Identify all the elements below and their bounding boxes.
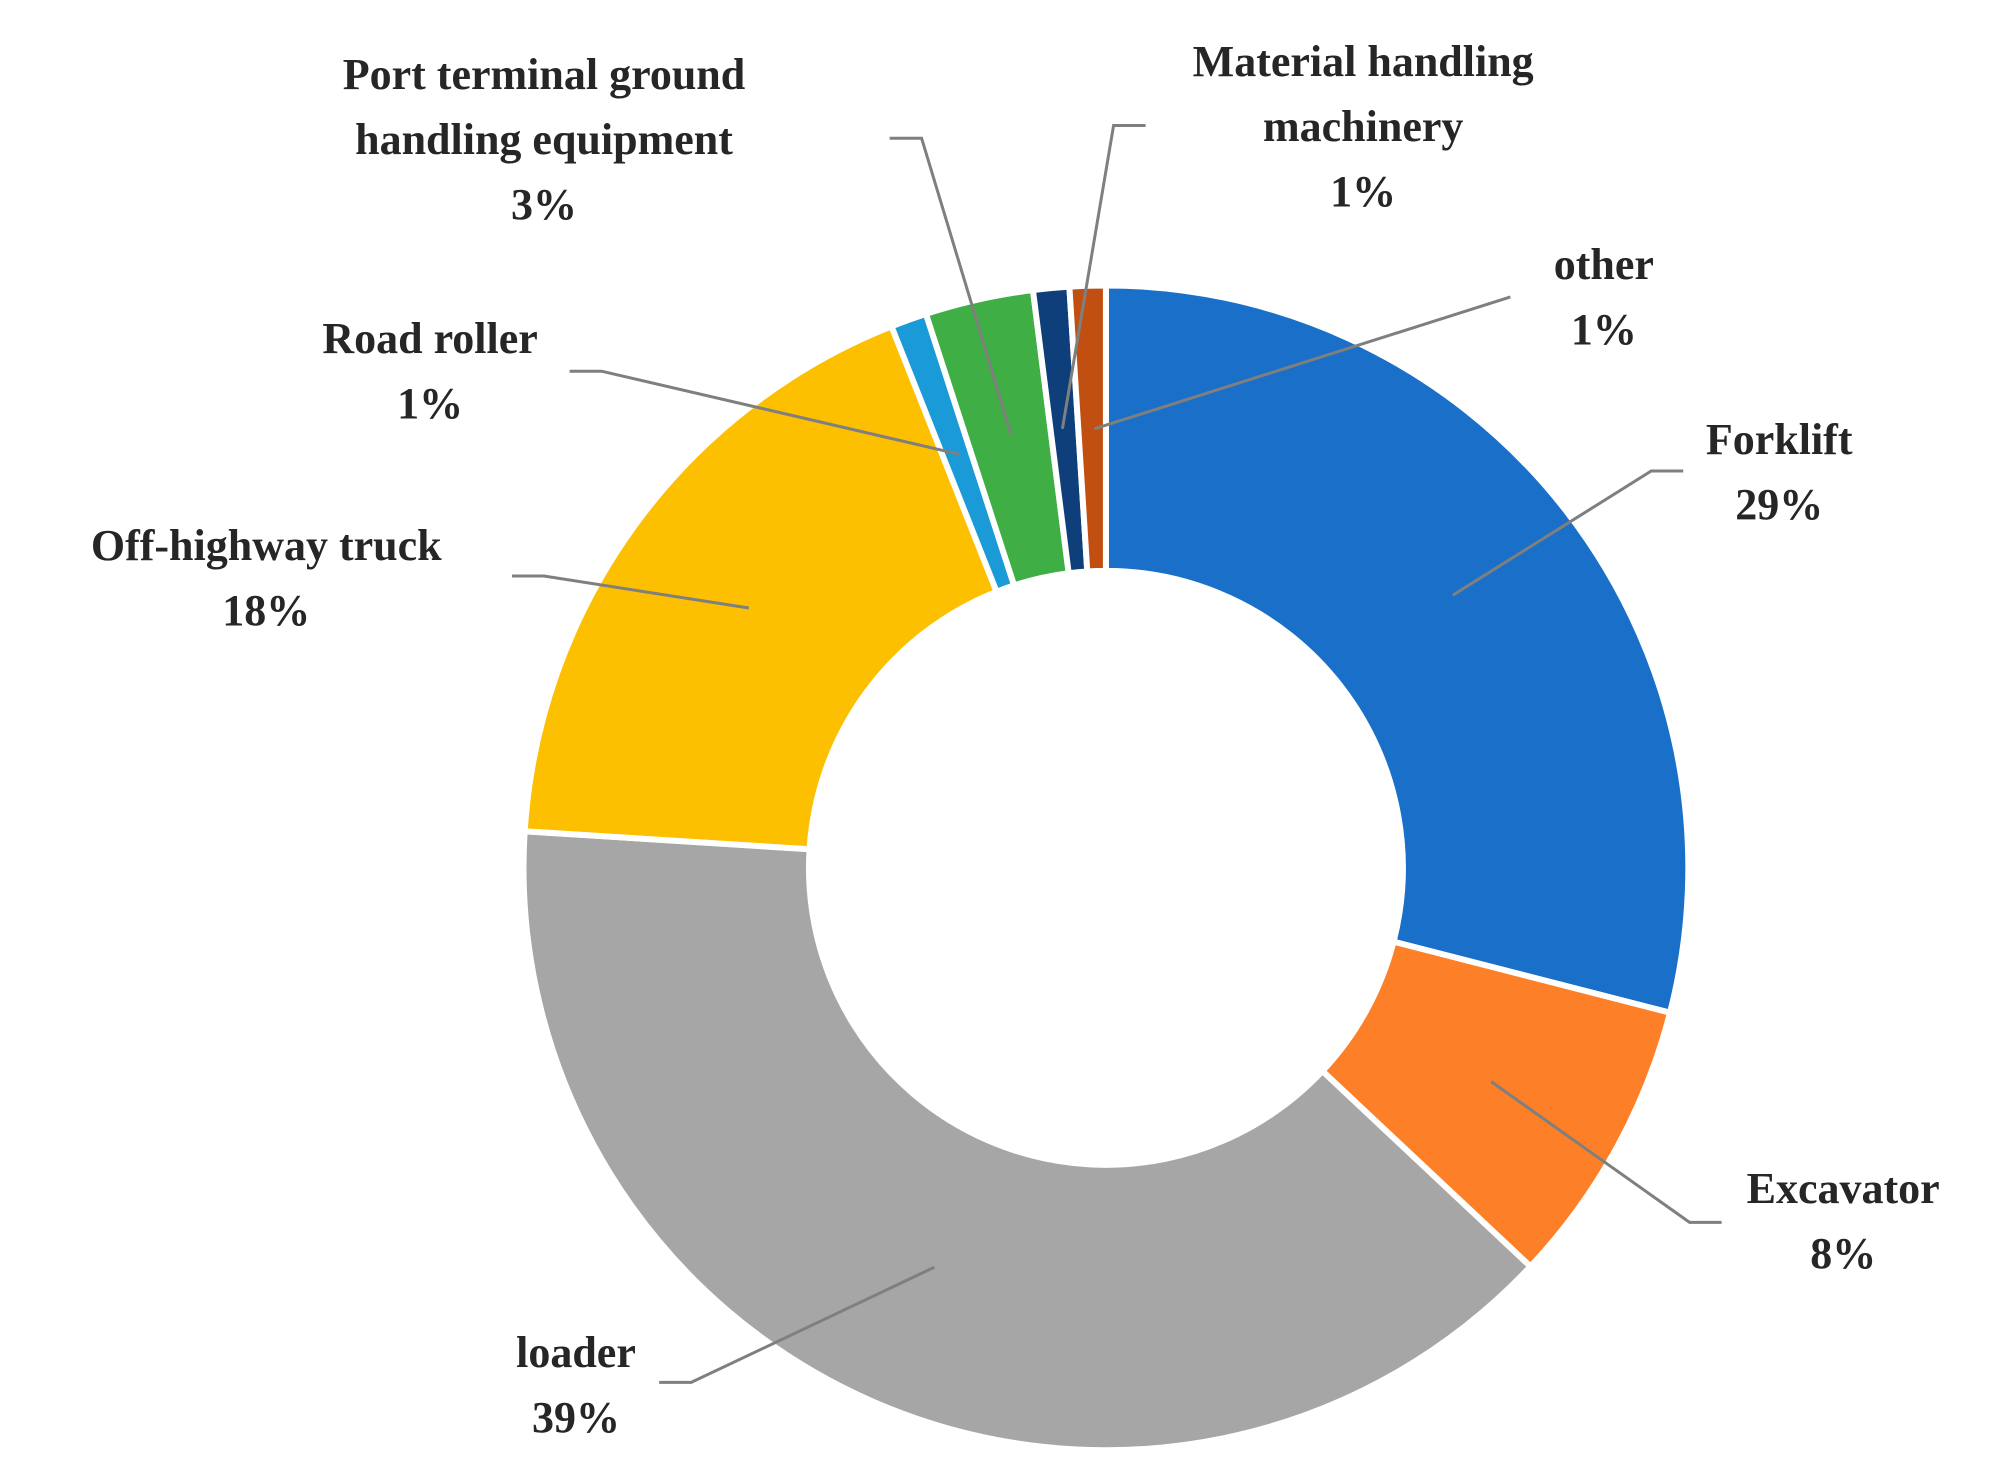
value-label: 1% [397, 378, 464, 428]
value-label: 29% [1735, 480, 1824, 530]
category-label: Excavator [1746, 1163, 1940, 1213]
leader-line [512, 574, 750, 610]
data-label: Material handling machinery 1% [1133, 29, 1594, 224]
data-label: Excavator 8% [1651, 1156, 2008, 1286]
category-label: loader [516, 1327, 636, 1377]
data-label: Off-highway truck 18% [0, 513, 535, 643]
leader-line [1452, 469, 1684, 597]
data-label: other 1% [1476, 232, 1732, 362]
data-label: loader 39% [384, 1320, 768, 1450]
data-label: Forklift 29% [1587, 407, 1971, 537]
value-label: 8% [1810, 1228, 1877, 1278]
value-label: 39% [532, 1392, 620, 1442]
leader-line [1060, 123, 1146, 430]
value-label: 1% [1570, 304, 1637, 354]
leader-line [569, 369, 961, 456]
category-label: Off-highway truck [90, 521, 442, 571]
category-label: Material handling machinery [1192, 37, 1534, 152]
value-label: 18% [222, 586, 311, 636]
category-label: Forklift [1705, 415, 1853, 465]
data-label: Port terminal ground handling equipment 3… [275, 42, 813, 237]
leader-line [1093, 295, 1511, 431]
category-label: Port terminal ground handling equipment [342, 50, 746, 165]
leader-line [1490, 1080, 1722, 1224]
category-label: other [1553, 239, 1654, 289]
donut-segment [1066, 282, 1109, 575]
leader-line [889, 136, 1013, 436]
donut-segment [520, 828, 1535, 1454]
value-label: 1% [1330, 167, 1397, 217]
donut-segment [521, 322, 1001, 853]
value-label: 3% [511, 180, 577, 230]
leader-line [659, 1265, 936, 1384]
donut-segment [1102, 282, 1692, 1017]
data-label: Road roller 1% [238, 306, 622, 436]
category-label: Road roller [322, 313, 538, 363]
